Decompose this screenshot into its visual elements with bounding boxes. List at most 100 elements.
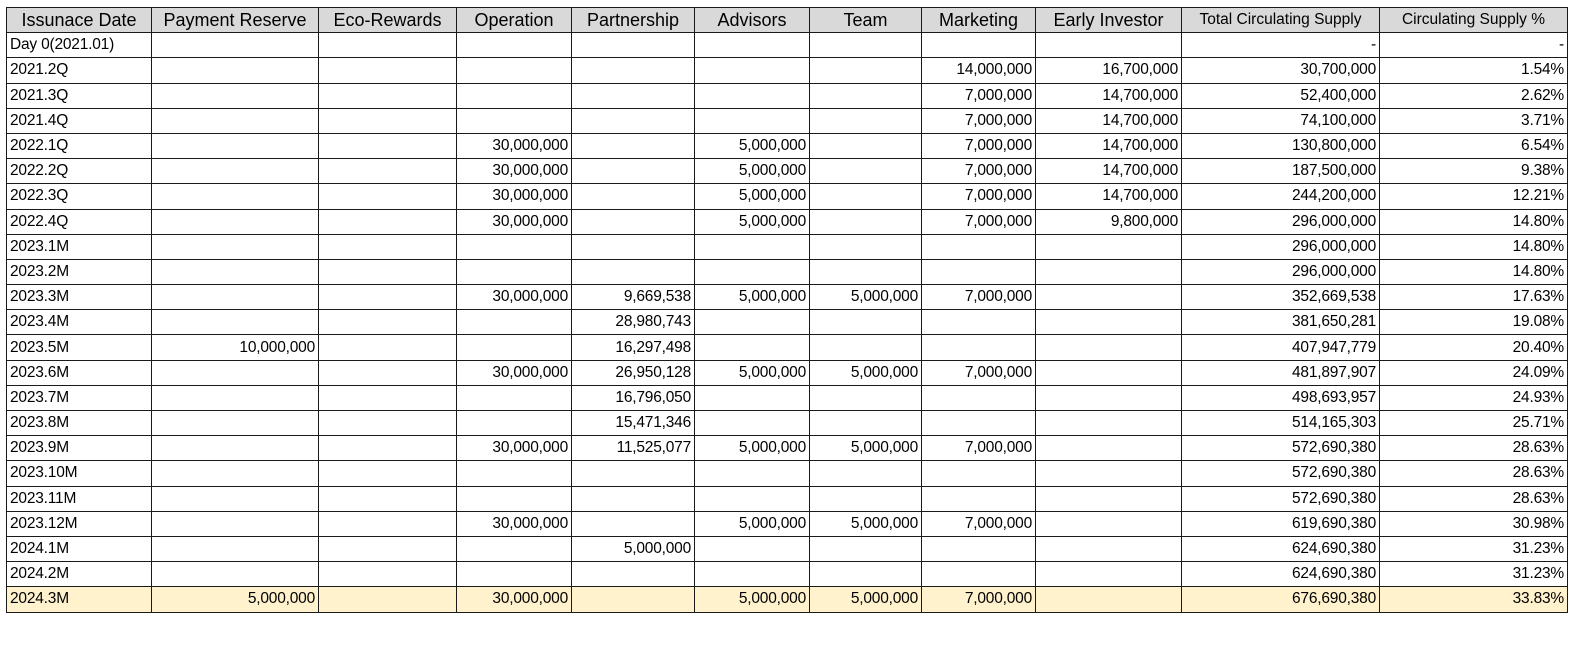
cell-eco-rewards [318, 132, 457, 160]
cell-advisors: 5,000,000 [694, 359, 810, 386]
cell-eco-rewards [318, 57, 457, 84]
cell-marketing: 7,000,000 [921, 208, 1036, 235]
cell-partnership [571, 233, 695, 260]
cell-team [809, 561, 922, 588]
cell-total-circulating-supply: 296,000,000 [1181, 233, 1380, 260]
header-operation: Operation [456, 6, 572, 34]
cell-issuance-date: 2023.4M [6, 309, 152, 336]
cell-marketing [921, 485, 1036, 512]
cell-early-investor [1035, 435, 1182, 462]
header-circulating-supply-percent: Circulating Supply % [1379, 6, 1568, 34]
cell-advisors [694, 460, 810, 487]
cell-early-investor: 14,700,000 [1035, 158, 1182, 185]
cell-circulating-supply-percent: 14.80% [1379, 208, 1568, 235]
cell-total-circulating-supply: 381,650,281 [1181, 309, 1380, 336]
cell-advisors [694, 384, 810, 412]
cell-operation [456, 561, 572, 588]
cell-total-circulating-supply: 296,000,000 [1181, 208, 1380, 235]
cell-total-circulating-supply: 572,690,380 [1181, 435, 1380, 462]
table-row: 2024.1M 5,000,000 624,690,380 31.23% [6, 535, 1568, 563]
table-row: 2023.3M 30,000,000 9,669,538 5,000,000 5,000… [6, 284, 1568, 311]
cell-circulating-supply-percent: - [1379, 32, 1568, 59]
header-partnership: Partnership [571, 6, 695, 34]
cell-payment-reserve [151, 132, 319, 160]
cell-team [809, 132, 922, 160]
cell-total-circulating-supply: 624,690,380 [1181, 535, 1380, 563]
cell-circulating-supply-percent: 25.71% [1379, 409, 1568, 437]
cell-early-investor: 14,700,000 [1035, 183, 1182, 210]
cell-issuance-date: 2021.2Q [6, 57, 152, 84]
cell-early-investor: 9,800,000 [1035, 208, 1182, 235]
header-advisors: Advisors [694, 6, 810, 34]
header-early-investor: Early Investor [1035, 6, 1182, 34]
cell-partnership: 28,980,743 [571, 309, 695, 336]
cell-payment-reserve [151, 158, 319, 185]
cell-marketing: 7,000,000 [921, 82, 1036, 109]
table-row: 2023.8M 15,471,346 514,165,303 25.71% [6, 409, 1568, 437]
cell-payment-reserve [151, 561, 319, 588]
cell-partnership [571, 258, 695, 286]
cell-eco-rewards [318, 561, 457, 588]
cell-operation [456, 82, 572, 109]
table-row: 2022.2Q 30,000,000 5,000,000 7,000,000 14,70… [6, 158, 1568, 185]
cell-partnership [571, 208, 695, 235]
cell-circulating-supply-percent: 24.09% [1379, 359, 1568, 386]
cell-team [809, 258, 922, 286]
cell-eco-rewards [318, 208, 457, 235]
cell-team [809, 82, 922, 109]
cell-operation: 30,000,000 [456, 183, 572, 210]
cell-team [809, 460, 922, 487]
cell-partnership [571, 107, 695, 134]
cell-issuance-date: 2024.2M [6, 561, 152, 588]
cell-eco-rewards [318, 107, 457, 134]
cell-issuance-date: Day 0(2021.01) [6, 32, 152, 59]
cell-marketing: 7,000,000 [921, 284, 1036, 311]
cell-partnership: 16,297,498 [571, 334, 695, 361]
table-row: Day 0(2021.01) - - [6, 32, 1568, 59]
cell-issuance-date: 2024.3M [6, 586, 152, 613]
cell-partnership [571, 510, 695, 537]
cell-team [809, 485, 922, 512]
cell-marketing [921, 561, 1036, 588]
cell-marketing: 14,000,000 [921, 57, 1036, 84]
cell-operation [456, 334, 572, 361]
header-total-circulating-supply: Total Circulating Supply [1181, 6, 1380, 34]
cell-operation [456, 233, 572, 260]
cell-payment-reserve [151, 309, 319, 336]
cell-total-circulating-supply: 572,690,380 [1181, 485, 1380, 512]
cell-marketing [921, 32, 1036, 59]
cell-advisors [694, 561, 810, 588]
cell-partnership: 26,950,128 [571, 359, 695, 386]
cell-payment-reserve [151, 384, 319, 412]
cell-early-investor [1035, 586, 1182, 613]
cell-advisors [694, 309, 810, 336]
cell-advisors: 5,000,000 [694, 284, 810, 311]
cell-circulating-supply-percent: 20.40% [1379, 334, 1568, 361]
cell-marketing: 7,000,000 [921, 183, 1036, 210]
cell-payment-reserve [151, 435, 319, 462]
cell-payment-reserve [151, 359, 319, 386]
cell-circulating-supply-percent: 31.23% [1379, 535, 1568, 563]
cell-early-investor [1035, 258, 1182, 286]
cell-issuance-date: 2023.11M [6, 485, 152, 512]
cell-total-circulating-supply: 676,690,380 [1181, 586, 1380, 613]
header-issuance-date: Issunace Date [6, 6, 152, 34]
cell-total-circulating-supply: 407,947,779 [1181, 334, 1380, 361]
cell-marketing: 7,000,000 [921, 510, 1036, 537]
cell-marketing: 7,000,000 [921, 158, 1036, 185]
cell-partnership [571, 561, 695, 588]
cell-issuance-date: 2022.3Q [6, 183, 152, 210]
cell-early-investor [1035, 561, 1182, 588]
cell-operation [456, 460, 572, 487]
cell-operation [456, 309, 572, 336]
table-row: 2021.2Q 14,000,000 16,700,000 30,700,000 1.5… [6, 57, 1568, 84]
cell-marketing: 7,000,000 [921, 359, 1036, 386]
cell-team [809, 309, 922, 336]
cell-team: 5,000,000 [809, 359, 922, 386]
cell-marketing [921, 535, 1036, 563]
cell-early-investor [1035, 359, 1182, 386]
cell-issuance-date: 2023.2M [6, 258, 152, 286]
cell-team [809, 32, 922, 59]
cell-advisors: 5,000,000 [694, 208, 810, 235]
cell-team [809, 409, 922, 437]
